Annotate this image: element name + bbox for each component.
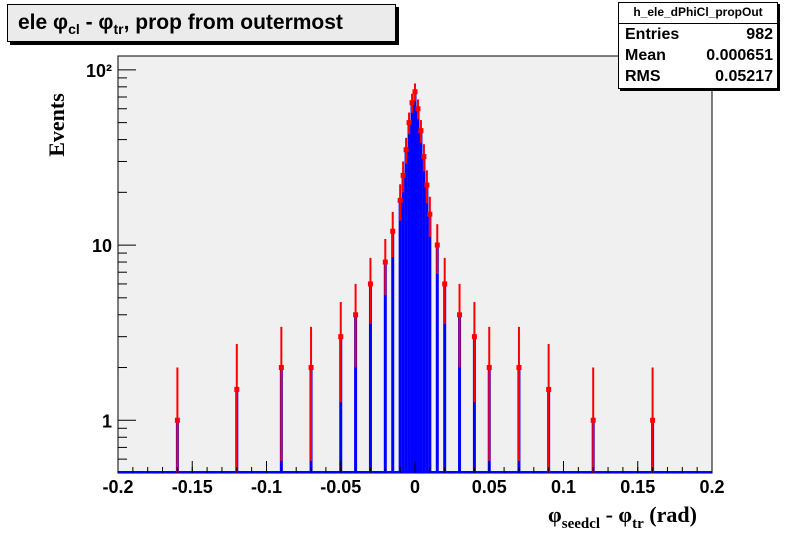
x-axis-title-sub1: seedcl xyxy=(562,516,600,532)
new-series xyxy=(174,83,656,473)
data-point xyxy=(427,211,433,217)
y-tick-label: 10² xyxy=(86,61,112,81)
data-point xyxy=(382,259,388,265)
x-tick-label: -0.05 xyxy=(320,477,361,497)
bar xyxy=(472,336,476,473)
bar xyxy=(425,185,429,473)
data-point xyxy=(418,128,424,134)
bar xyxy=(404,149,408,473)
data-point xyxy=(546,386,552,392)
data-point xyxy=(457,312,463,318)
x-tick-label: 0.2 xyxy=(699,477,724,497)
bar xyxy=(416,108,420,474)
data-point xyxy=(308,365,314,371)
data-point xyxy=(278,365,284,371)
bar xyxy=(368,283,372,473)
bar xyxy=(407,122,411,473)
x-axis: -0.2 -0.15 -0.1 -0.05 0 0.05 0.1 0.15 0.2 xyxy=(102,461,725,497)
bar xyxy=(413,91,417,473)
title-mid: - xyxy=(79,11,99,34)
bar xyxy=(458,314,462,473)
x-tick-label: 0 xyxy=(410,477,420,497)
bar xyxy=(391,231,395,473)
x-tick-label: -0.15 xyxy=(172,477,213,497)
data-point xyxy=(412,89,418,95)
x-axis-title-mid: - φ xyxy=(600,502,632,527)
y-axis: 1 10 10² xyxy=(86,61,136,460)
stats-label: RMS xyxy=(625,68,661,85)
data-point xyxy=(415,106,421,112)
y-tick-label: 10 xyxy=(92,236,112,256)
chart-title: ele φcl - φtr, prop from outermost xyxy=(7,4,396,42)
title-phi2: φ xyxy=(98,11,114,34)
data-point xyxy=(390,228,396,234)
data-point xyxy=(434,242,440,248)
bar xyxy=(398,200,402,474)
bar xyxy=(339,336,343,473)
data-point xyxy=(421,154,427,160)
stats-value: 0.05217 xyxy=(715,68,773,85)
y-axis-title: Events xyxy=(44,93,69,157)
x-tick-label: -0.2 xyxy=(102,477,133,497)
data-point xyxy=(234,386,240,392)
y-tick-label: 1 xyxy=(102,411,112,431)
stats-value: 982 xyxy=(746,26,773,43)
data-point xyxy=(471,334,477,340)
bar xyxy=(428,214,432,473)
data-point xyxy=(400,172,406,178)
stats-row-entries: Entries 982 xyxy=(619,24,777,45)
x-axis-title: φseedcl - φtr (rad) xyxy=(548,502,697,532)
data-point xyxy=(442,281,448,287)
x-tick-label: 0.15 xyxy=(620,477,655,497)
bar xyxy=(419,130,423,474)
x-axis-title-unit: (rad) xyxy=(644,502,697,527)
data-point xyxy=(409,100,415,106)
data-point xyxy=(397,197,403,203)
x-tick-label: 0.05 xyxy=(472,477,507,497)
data-point xyxy=(367,281,373,287)
data-point xyxy=(174,417,180,423)
data-point xyxy=(353,312,359,318)
x-tick-label: -0.1 xyxy=(251,477,282,497)
data-point xyxy=(486,365,492,371)
bar xyxy=(354,314,358,473)
data-point xyxy=(406,120,412,126)
bar xyxy=(422,156,426,473)
title-suffix: , prop from outermost xyxy=(123,11,343,34)
bar xyxy=(410,102,414,473)
stats-label: Mean xyxy=(625,47,666,64)
stats-row-rms: RMS 0.05217 xyxy=(619,66,777,87)
title-sub2: tr xyxy=(113,21,124,38)
data-point xyxy=(590,417,596,423)
x-axis-title-sub2: tr xyxy=(632,516,644,532)
stats-value: 0.000651 xyxy=(706,47,773,64)
stats-row-mean: Mean 0.000651 xyxy=(619,45,777,66)
x-tick-label: 0.1 xyxy=(551,477,576,497)
data-point xyxy=(403,147,409,153)
bar xyxy=(383,262,387,473)
bar xyxy=(401,175,405,474)
bar xyxy=(443,283,447,473)
stats-box: h_ele_dPhiCl_propOut Entries 982 Mean 0.00… xyxy=(618,2,778,89)
stats-histogram-name: h_ele_dPhiCl_propOut xyxy=(619,3,777,24)
title-sub1: cl xyxy=(68,21,80,38)
x-axis-title-phi1: φ xyxy=(548,502,562,527)
bar xyxy=(435,245,439,473)
data-point xyxy=(516,365,522,371)
title-phi1: φ xyxy=(53,11,69,34)
data-point xyxy=(650,417,656,423)
data-point xyxy=(424,182,430,188)
data-point xyxy=(338,334,344,340)
stats-label: Entries xyxy=(625,26,680,43)
title-prefix: ele xyxy=(18,11,54,34)
